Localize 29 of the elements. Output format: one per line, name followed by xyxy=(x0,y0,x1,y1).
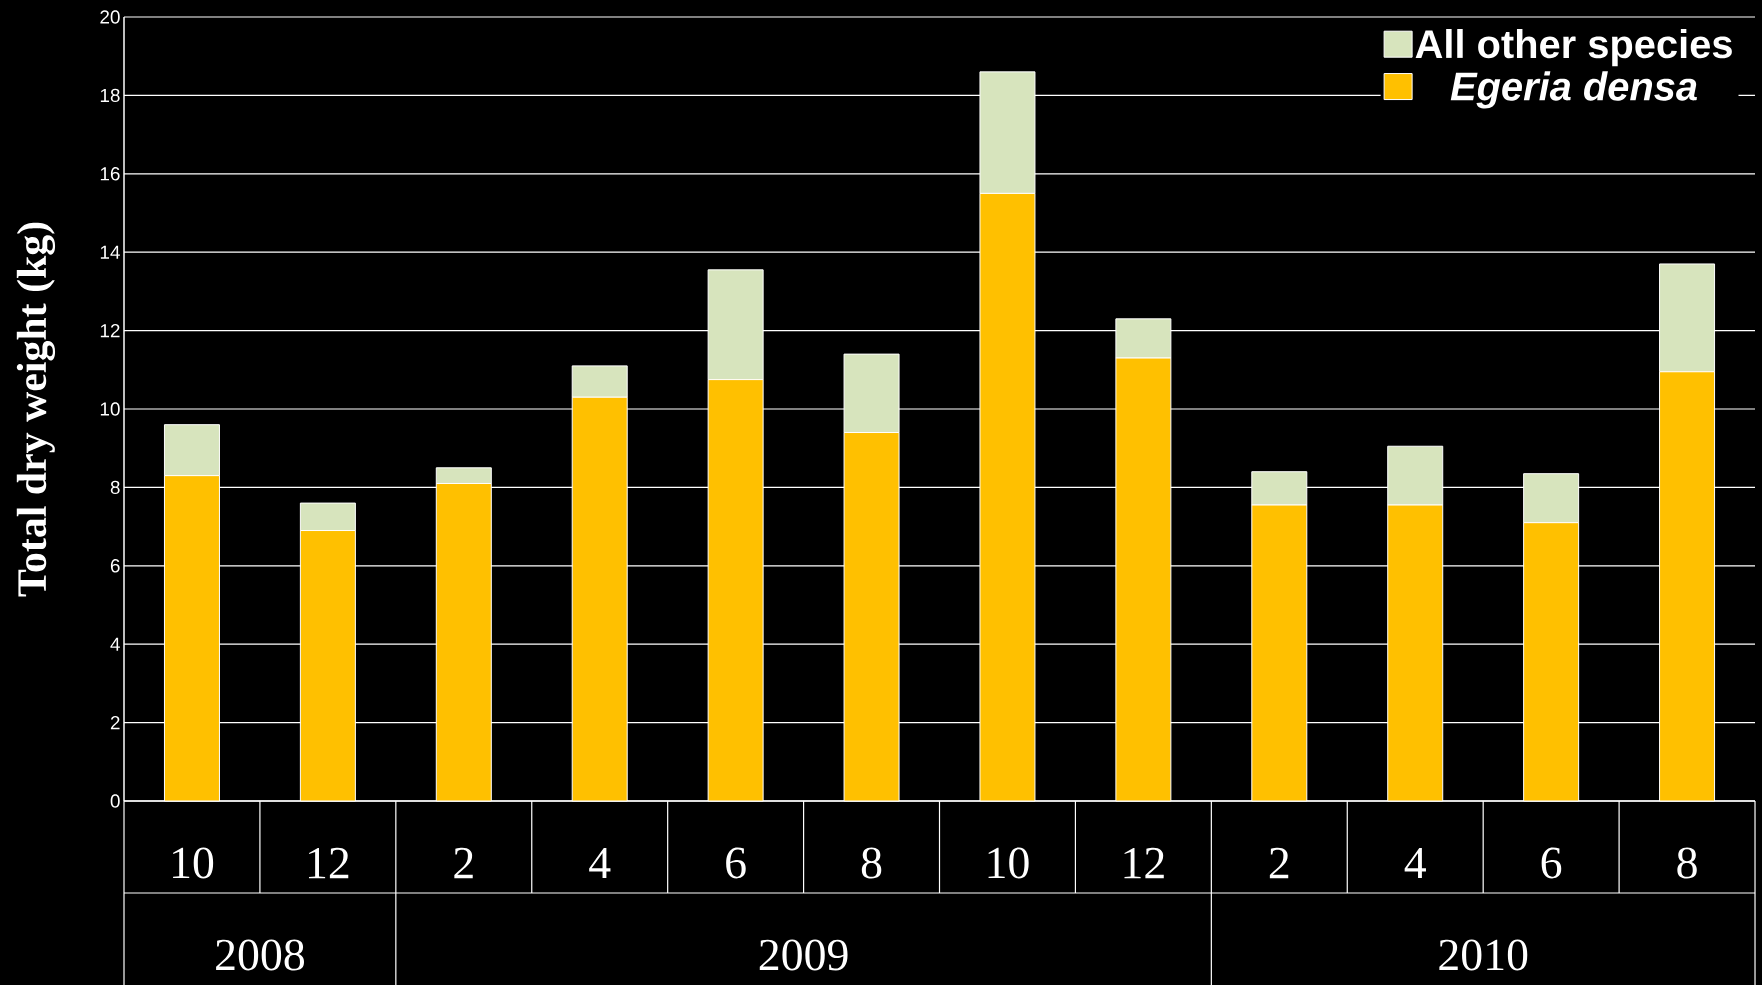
y-tick-label: 16 xyxy=(100,167,120,181)
x-tick-label: 10 xyxy=(988,847,1029,879)
x-tick-label: 8 xyxy=(861,847,882,879)
x-tick-label: 12 xyxy=(1124,847,1164,879)
x-tick-label: 8 xyxy=(1677,847,1697,879)
y-tick-label: 18 xyxy=(100,88,120,103)
y-tick-label: 10 xyxy=(100,402,120,416)
y-tick-label: 6 xyxy=(110,559,120,573)
x-tick-label: 4 xyxy=(1404,847,1426,879)
y-tick-label: 2 xyxy=(110,715,120,730)
x-tick-label: 6 xyxy=(726,847,746,879)
y-tick-label: 4 xyxy=(110,637,120,651)
text: 2009 xyxy=(759,939,848,971)
y-tick-label: 0 xyxy=(110,794,120,808)
y-tick-label: 20 xyxy=(100,10,120,24)
text: 2008 xyxy=(216,939,304,971)
x-tick-label: 2 xyxy=(454,847,473,879)
legend-label: Egeria densa xyxy=(1450,71,1697,109)
x-tick-label: 2 xyxy=(1269,847,1289,879)
x-tick-label: 12 xyxy=(308,847,349,879)
x-tick-label: 10 xyxy=(173,847,214,879)
y-tick-label: 12 xyxy=(100,323,120,338)
y-tick-label: 8 xyxy=(110,480,120,495)
y-axis-title: Total dry weight (kg) xyxy=(16,222,56,597)
x-tick-label: 4 xyxy=(589,847,611,879)
text: 2010 xyxy=(1439,939,1528,971)
x-tick-label: 6 xyxy=(1541,847,1562,879)
legend-label: All other species xyxy=(1415,29,1732,67)
y-tick-label: 14 xyxy=(100,245,120,259)
